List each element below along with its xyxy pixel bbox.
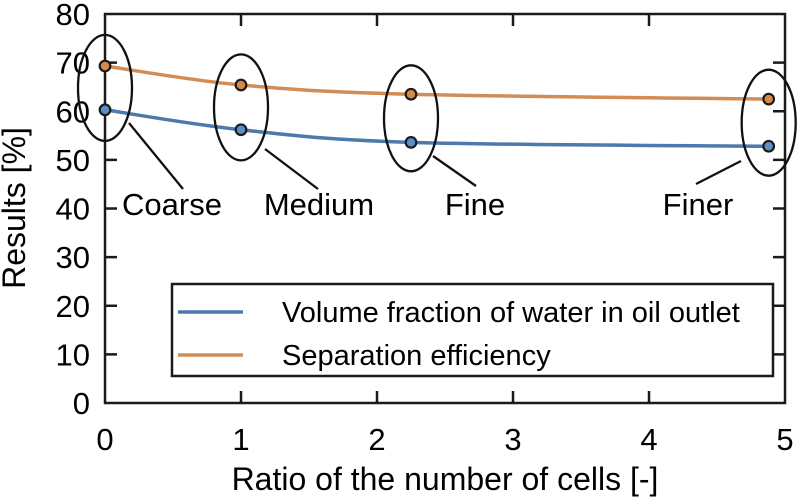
legend-label-1: Separation efficiency bbox=[282, 340, 551, 372]
series-marker-0-0 bbox=[98, 103, 112, 117]
series-marker-0-3 bbox=[762, 139, 776, 153]
legend-box bbox=[170, 282, 775, 378]
y-tick-label: 10 bbox=[56, 337, 90, 372]
y-tick-label: 40 bbox=[56, 192, 90, 227]
series-marker-0-1 bbox=[234, 123, 248, 137]
x-axis-title: Ratio of the number of cells [-] bbox=[232, 461, 659, 497]
x-tick-label: 3 bbox=[504, 422, 521, 457]
legend-label-0: Volume fraction of water in oil outlet bbox=[282, 297, 740, 329]
series-line-0 bbox=[103, 108, 771, 149]
annotation-label-3: Finer bbox=[663, 187, 734, 222]
y-tick-label: 20 bbox=[56, 289, 90, 324]
x-tick-label: 4 bbox=[640, 422, 657, 457]
annotation-ellipse-0 bbox=[76, 33, 134, 143]
series-marker-1-2 bbox=[404, 87, 418, 101]
series-line-1 bbox=[103, 64, 771, 101]
x-tick-label: 2 bbox=[368, 422, 385, 457]
annotation-ellipse-2 bbox=[382, 64, 440, 173]
annotation-label-0: Coarse bbox=[122, 187, 222, 222]
y-tick-label: 0 bbox=[73, 386, 90, 421]
series-marker-0-2 bbox=[404, 135, 418, 149]
y-tick-label: 50 bbox=[56, 143, 90, 178]
y-axis-title: Results [%] bbox=[0, 127, 32, 289]
annotation-leader-3 bbox=[695, 159, 742, 186]
y-tick-label: 80 bbox=[56, 0, 90, 32]
x-tick-label: 1 bbox=[232, 422, 249, 457]
series-marker-1-3 bbox=[762, 92, 776, 106]
annotation-label-1: Medium bbox=[264, 187, 374, 222]
annotation-ellipse-3 bbox=[740, 68, 797, 177]
x-tick-label: 0 bbox=[96, 422, 113, 457]
annotation-ellipse-1 bbox=[212, 53, 270, 162]
annotation-label-2: Fine bbox=[445, 187, 505, 222]
series-marker-1-0 bbox=[98, 59, 112, 73]
x-tick-label: 5 bbox=[776, 422, 793, 457]
annotation-leader-1 bbox=[264, 148, 319, 190]
y-tick-label: 30 bbox=[56, 240, 90, 275]
annotation-leader-0 bbox=[128, 122, 184, 190]
series-marker-1-1 bbox=[234, 78, 248, 92]
annotation-leader-2 bbox=[432, 155, 477, 187]
